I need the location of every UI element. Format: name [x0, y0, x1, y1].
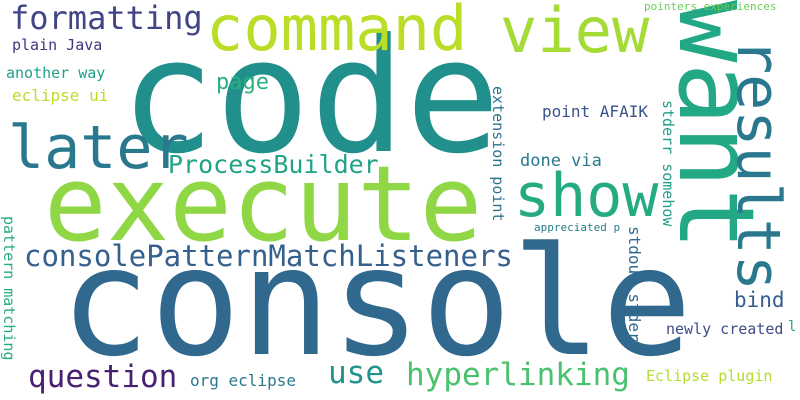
- word-stdout-stderr: stdout stderr: [625, 226, 644, 352]
- word-consolepatternmatchlisteners: consolePatternMatchListeners: [24, 239, 513, 273]
- word-execute: execute: [44, 143, 483, 265]
- word-page: page: [216, 70, 269, 95]
- word-formatting: formatting: [10, 0, 203, 37]
- word-use: use: [328, 355, 384, 391]
- word-later: later: [8, 113, 189, 183]
- word-console: console: [60, 216, 693, 390]
- word-processbuilder: ProcessBuilder: [168, 150, 379, 179]
- word-show: show: [514, 161, 659, 231]
- word-org-eclipse: org eclipse: [190, 371, 296, 390]
- word-point-afaik: point AFAIK: [542, 102, 648, 121]
- word-pattern-matching: pattern matching: [0, 216, 18, 361]
- word-another-way: another way: [6, 64, 106, 82]
- word-view: view: [500, 0, 650, 67]
- word-extension-point: extension point: [489, 86, 507, 222]
- word-results: results: [723, 38, 793, 291]
- word-eclipse-ui: eclipse ui: [12, 86, 109, 105]
- word-done-via: done via: [520, 151, 602, 171]
- word-command: command: [206, 0, 468, 65]
- word-newly-created: newly created: [666, 320, 784, 338]
- word-small-l: l: [788, 319, 797, 335]
- word-code: code: [120, 5, 501, 189]
- word-appreciated-p: appreciated p: [534, 221, 621, 234]
- word-question: question: [28, 359, 178, 395]
- word-eclipse-plugin: Eclipse plugin: [646, 367, 773, 385]
- word-bind: bind: [734, 288, 785, 312]
- word-hyperlinking: hyperlinking: [406, 357, 630, 393]
- word-want: want: [655, 0, 777, 251]
- word-plain-java: plain Java: [12, 36, 103, 54]
- word-pointers-experiences: pointers experiences: [644, 0, 777, 13]
- word-stderr-somehow: stderr somehow: [659, 100, 677, 227]
